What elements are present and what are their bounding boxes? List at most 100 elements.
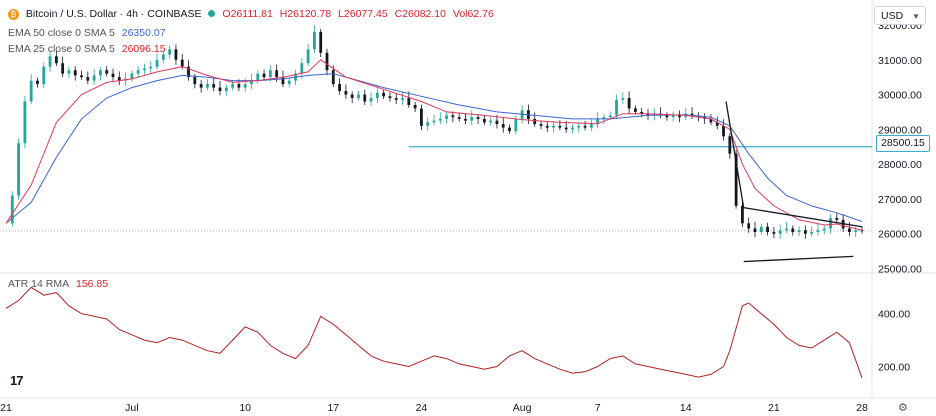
candle-body bbox=[218, 87, 222, 92]
atr-legend[interactable]: ATR 14 RMA 156.85 bbox=[8, 278, 112, 290]
level-price-badge: 28500.15 bbox=[876, 135, 930, 152]
market-open-dot bbox=[208, 10, 216, 17]
candle-body bbox=[602, 117, 606, 119]
candle-body bbox=[67, 70, 71, 74]
candle-body bbox=[426, 122, 430, 126]
candle-body bbox=[161, 54, 165, 60]
gear-icon[interactable]: ⚙ bbox=[898, 402, 908, 414]
symbol-title[interactable]: Bitcoin / U.S. Dollar · 4h · COINBASE bbox=[25, 8, 202, 20]
trendline bbox=[725, 101, 745, 208]
price-tick-label: 28000.00 bbox=[878, 159, 922, 171]
candle-body bbox=[29, 80, 33, 102]
candle-body bbox=[375, 92, 379, 99]
candle-body bbox=[747, 223, 751, 229]
atr-line bbox=[5, 286, 863, 379]
candle-body bbox=[489, 120, 493, 123]
candle-body bbox=[671, 115, 675, 118]
candle-body bbox=[634, 108, 637, 112]
candle-body bbox=[608, 115, 612, 118]
currency-label: USD bbox=[881, 10, 904, 22]
candle-body bbox=[822, 228, 826, 231]
ema25-line bbox=[5, 59, 863, 231]
candle-body bbox=[136, 70, 140, 74]
candle-body bbox=[545, 125, 549, 128]
candle-body bbox=[199, 84, 203, 88]
candle-body bbox=[130, 73, 134, 79]
trendline bbox=[743, 206, 863, 228]
atr-value: 156.85 bbox=[76, 278, 109, 290]
candle-body bbox=[231, 84, 234, 88]
time-tick-label: 24 bbox=[416, 402, 428, 414]
time-tick-label: 10 bbox=[239, 402, 251, 414]
candle-body bbox=[73, 70, 77, 76]
candle-body bbox=[99, 70, 102, 76]
atr-tick-label: 200.00 bbox=[878, 362, 910, 374]
candle-body bbox=[848, 228, 851, 232]
candle-body bbox=[117, 77, 121, 81]
candle-body bbox=[470, 117, 474, 121]
candle-body bbox=[48, 56, 52, 67]
ema25-label: EMA 25 close 0 SMA 5 bbox=[8, 43, 115, 55]
candle-body bbox=[338, 84, 341, 92]
candle-body bbox=[715, 122, 719, 126]
candle-body bbox=[577, 125, 581, 128]
candle-body bbox=[432, 120, 436, 123]
candle-body bbox=[508, 127, 511, 132]
candle-body bbox=[36, 80, 39, 85]
header-symbol-line: ₿ Bitcoin / U.S. Dollar · 4h · COINBASE … bbox=[8, 8, 498, 20]
low-value: L26077.45 bbox=[338, 8, 388, 20]
time-tick-label: Jul bbox=[125, 402, 138, 414]
bitcoin-icon: ₿ bbox=[8, 9, 19, 20]
candle-body bbox=[778, 230, 782, 234]
candle-body bbox=[816, 230, 820, 232]
candle-body bbox=[17, 143, 20, 196]
candle-body bbox=[753, 228, 757, 232]
time-tick-label: 21 bbox=[768, 402, 780, 414]
candle-body bbox=[722, 125, 725, 137]
candle-body bbox=[734, 153, 738, 206]
candle-body bbox=[785, 228, 788, 231]
candle-body bbox=[445, 115, 448, 119]
candle-body bbox=[835, 218, 839, 220]
candle-body bbox=[690, 113, 694, 116]
close-value: C26082.10 bbox=[394, 8, 446, 20]
candle-body bbox=[86, 77, 90, 81]
candle-body bbox=[797, 230, 801, 232]
candle-body bbox=[759, 226, 763, 232]
time-tick-label: 21 bbox=[0, 402, 12, 414]
candle-body bbox=[709, 118, 713, 123]
candle-body bbox=[495, 120, 499, 125]
candle-body bbox=[363, 94, 367, 102]
candle-body bbox=[224, 87, 228, 92]
ema50-legend[interactable]: EMA 50 close 0 SMA 5 26350.07 bbox=[8, 27, 170, 39]
ema25-value: 26096.15 bbox=[121, 43, 166, 55]
candle-body bbox=[451, 115, 455, 118]
candle-body bbox=[829, 218, 832, 229]
candle-body bbox=[54, 56, 58, 64]
candle-body bbox=[589, 124, 593, 128]
time-tick-label: Aug bbox=[513, 402, 532, 414]
candle-body bbox=[268, 70, 272, 78]
currency-select[interactable]: USD ▼ bbox=[874, 6, 926, 25]
candle-body bbox=[791, 228, 795, 232]
candle-body bbox=[237, 84, 241, 88]
candle-body bbox=[369, 98, 373, 102]
volume-value: Vol62.76 bbox=[452, 8, 494, 20]
candle-body bbox=[149, 66, 153, 69]
candle-body bbox=[438, 118, 442, 121]
candle-body bbox=[596, 118, 600, 125]
time-tick-label: 14 bbox=[680, 402, 692, 414]
candle-body bbox=[728, 136, 732, 154]
candle-body bbox=[539, 124, 543, 126]
candle-body bbox=[243, 84, 247, 88]
candle-body bbox=[287, 80, 291, 85]
candle-body bbox=[61, 63, 65, 74]
candle-body bbox=[766, 226, 769, 232]
ema25-legend[interactable]: EMA 25 close 0 SMA 5 26096.15 bbox=[8, 43, 170, 55]
candle-body bbox=[344, 91, 348, 95]
candle-body bbox=[275, 70, 279, 78]
candle-body bbox=[92, 75, 96, 81]
candle-body bbox=[627, 98, 631, 109]
candle-body bbox=[325, 52, 329, 71]
